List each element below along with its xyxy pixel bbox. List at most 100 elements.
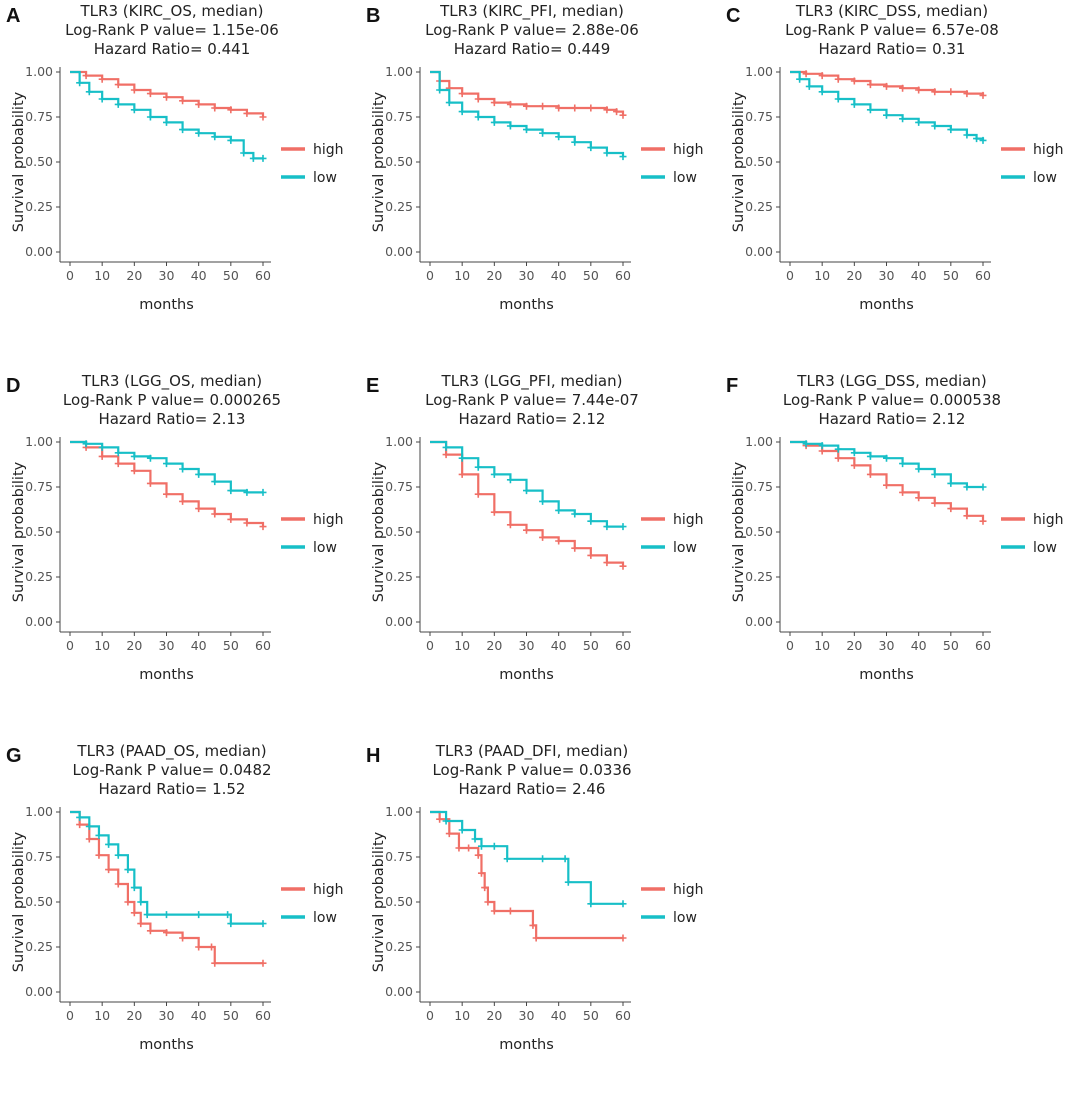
- censor-mark-high: [619, 562, 627, 570]
- censor-mark-low: [105, 840, 113, 848]
- x-tick-label: 0: [786, 638, 794, 653]
- censor-mark-high: [539, 102, 547, 110]
- censor-mark-high: [243, 519, 251, 527]
- censor-mark-low: [539, 855, 547, 863]
- y-axis-label: Survival probability: [371, 91, 387, 232]
- censor-mark-low: [587, 900, 595, 908]
- censor-mark-high: [963, 90, 971, 98]
- censor-mark-high: [179, 934, 187, 942]
- censor-mark-low: [490, 470, 498, 478]
- censor-mark-low: [471, 835, 479, 843]
- x-tick-label: 20: [486, 638, 502, 653]
- y-tick-label: 0.25: [385, 939, 413, 954]
- censor-mark-high: [195, 505, 203, 513]
- legend-label-high: high: [1033, 512, 1064, 528]
- legend-label-low: low: [1033, 540, 1057, 556]
- x-axis-label: months: [859, 297, 914, 313]
- censor-mark-high: [947, 88, 955, 96]
- y-tick-label: 1.00: [745, 434, 773, 449]
- censor-mark-high: [95, 851, 103, 859]
- km-panel-a: A TLR3 (KIRC_OS, median) Log-Rank P value=…: [0, 0, 355, 370]
- censor-mark-low: [561, 855, 569, 863]
- x-tick-label: 0: [786, 268, 794, 283]
- censor-mark-low: [98, 443, 106, 451]
- y-tick-label: 0.50: [25, 524, 53, 539]
- x-tick-label: 10: [94, 1008, 110, 1023]
- chart-title-line: TLR3 (KIRC_DSS, median): [795, 2, 988, 21]
- censor-mark-high: [915, 86, 923, 94]
- censor-mark-high: [850, 461, 858, 469]
- censor-mark-high: [529, 921, 537, 929]
- censor-mark-high: [243, 109, 251, 117]
- censor-mark-high: [802, 70, 810, 78]
- y-tick-label: 0.25: [25, 939, 53, 954]
- censor-mark-high: [105, 866, 113, 874]
- censor-mark-high: [818, 72, 826, 80]
- censor-mark-high: [481, 884, 489, 892]
- censor-mark-high: [931, 88, 939, 96]
- censor-mark-high: [259, 959, 267, 967]
- x-tick-label: 10: [454, 268, 470, 283]
- censor-mark-high: [850, 77, 858, 85]
- censor-mark-low: [240, 149, 248, 157]
- censor-mark-high: [603, 559, 611, 567]
- x-tick-label: 40: [551, 268, 567, 283]
- y-tick-label: 0.75: [385, 479, 413, 494]
- x-axis-label: months: [139, 1037, 194, 1053]
- censor-mark-low: [931, 470, 939, 478]
- censor-mark-low: [883, 454, 890, 462]
- x-tick-label: 20: [846, 268, 862, 283]
- panel-letter: F: [726, 375, 738, 397]
- x-tick-label: 40: [191, 638, 207, 653]
- censor-mark-high: [532, 934, 540, 942]
- km-panel-h: H TLR3 (PAAD_DFI, median) Log-Rank P value…: [360, 740, 715, 1110]
- censor-mark-low: [442, 817, 450, 825]
- chart-title-line: Hazard Ratio= 2.13: [99, 410, 246, 428]
- censor-mark-low: [195, 470, 203, 478]
- y-tick-label: 1.00: [385, 804, 413, 819]
- censor-mark-high: [866, 81, 874, 89]
- censor-mark-low: [114, 449, 122, 457]
- censor-mark-high: [211, 959, 219, 967]
- censor-mark-high: [979, 91, 987, 99]
- censor-mark-low: [442, 443, 450, 451]
- y-tick-label: 0.25: [745, 569, 773, 584]
- censor-mark-low: [979, 483, 987, 491]
- censor-mark-high: [484, 898, 492, 906]
- chart-title-line: Hazard Ratio= 0.449: [454, 40, 611, 58]
- chart-title-line: TLR3 (KIRC_PFI, median): [439, 2, 624, 21]
- censor-mark-low: [458, 108, 466, 116]
- chart-title-line: Log-Rank P value= 1.15e-06: [65, 21, 279, 39]
- censor-mark-low: [564, 878, 572, 886]
- censor-mark-low: [899, 115, 907, 123]
- censor-mark-low: [802, 440, 810, 448]
- censor-mark-low: [458, 826, 466, 834]
- chart-title-line: TLR3 (LGG_OS, median): [81, 372, 262, 391]
- chart-title-line: Log-Rank P value= 6.57e-08: [785, 21, 999, 39]
- x-tick-label: 50: [223, 268, 239, 283]
- x-tick-label: 50: [583, 1008, 599, 1023]
- x-tick-label: 10: [94, 268, 110, 283]
- x-tick-label: 0: [66, 268, 74, 283]
- censor-mark-low: [571, 510, 579, 518]
- x-tick-label: 40: [551, 1008, 567, 1023]
- y-tick-label: 0.25: [25, 199, 53, 214]
- censor-mark-low: [490, 842, 498, 850]
- censor-mark-low: [603, 523, 611, 531]
- censor-mark-low: [130, 884, 138, 892]
- legend-label-high: high: [673, 142, 704, 158]
- legend-label-low: low: [673, 540, 697, 556]
- censor-mark-high: [458, 90, 466, 98]
- censor-mark-high: [98, 452, 106, 460]
- censor-mark-high: [82, 72, 90, 80]
- censor-mark-low: [883, 111, 890, 119]
- y-axis-label: Survival probability: [371, 461, 387, 602]
- x-tick-label: 40: [551, 638, 567, 653]
- censor-mark-low: [555, 506, 563, 514]
- censor-mark-high: [114, 880, 122, 888]
- censor-mark-low: [224, 911, 232, 919]
- y-tick-label: 0.00: [25, 984, 53, 999]
- chart-title-line: Log-Rank P value= 7.44e-07: [425, 391, 639, 409]
- censor-mark-low: [899, 460, 907, 468]
- censor-mark-low: [179, 465, 187, 473]
